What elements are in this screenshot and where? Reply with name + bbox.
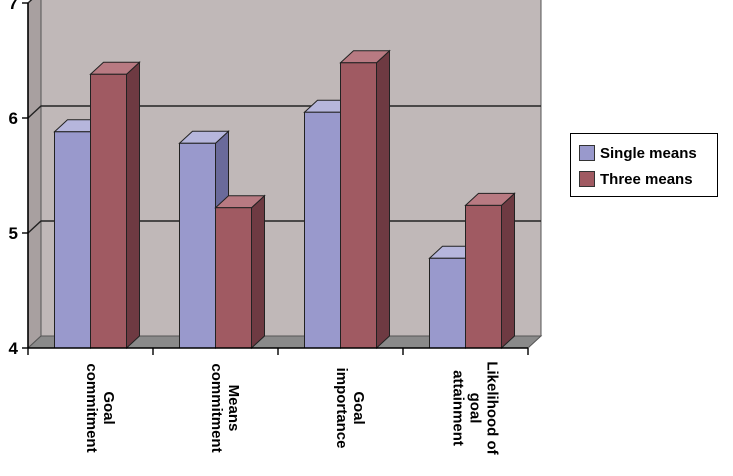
legend-swatch-single-means — [579, 145, 595, 161]
y-tick-label-4: 4 — [9, 339, 19, 358]
legend-item-three-means: Three means — [579, 166, 711, 192]
legend-label-three-means: Three means — [600, 170, 693, 188]
y-tick-label-5: 5 — [9, 224, 18, 243]
legend-label-single-means: Single means — [600, 144, 697, 162]
category-label-line: goal — [467, 393, 484, 424]
category-label-line: importance — [333, 368, 350, 449]
axes — [22, 2, 529, 355]
bar-three-means-3 — [464, 192, 516, 350]
side-wall — [27, 0, 42, 350]
legend: Single means Three means — [570, 133, 718, 197]
legend-swatch-three-means — [579, 171, 595, 187]
category-label-line: commitment — [83, 363, 100, 452]
y-tick-label-7: 7 — [9, 0, 18, 13]
bar-three-means-2 — [339, 49, 391, 350]
bars — [53, 49, 516, 350]
y-tick-label-6: 6 — [9, 109, 18, 128]
chart-plot-area — [26, 0, 543, 350]
category-label-line: Means — [225, 385, 242, 432]
category-label-line: Goal — [350, 391, 367, 424]
category-label-line: attainment — [450, 370, 467, 446]
category-label-line: commitment — [208, 363, 225, 452]
bar-three-means-1 — [214, 194, 266, 350]
category-label-line: Goal — [100, 391, 117, 424]
category-label-line: Likelihood of — [484, 361, 501, 455]
legend-item-single-means: Single means — [579, 140, 711, 166]
y-tick-labels: 4 5 6 7 — [9, 0, 19, 358]
bar-three-means-0 — [89, 61, 141, 350]
